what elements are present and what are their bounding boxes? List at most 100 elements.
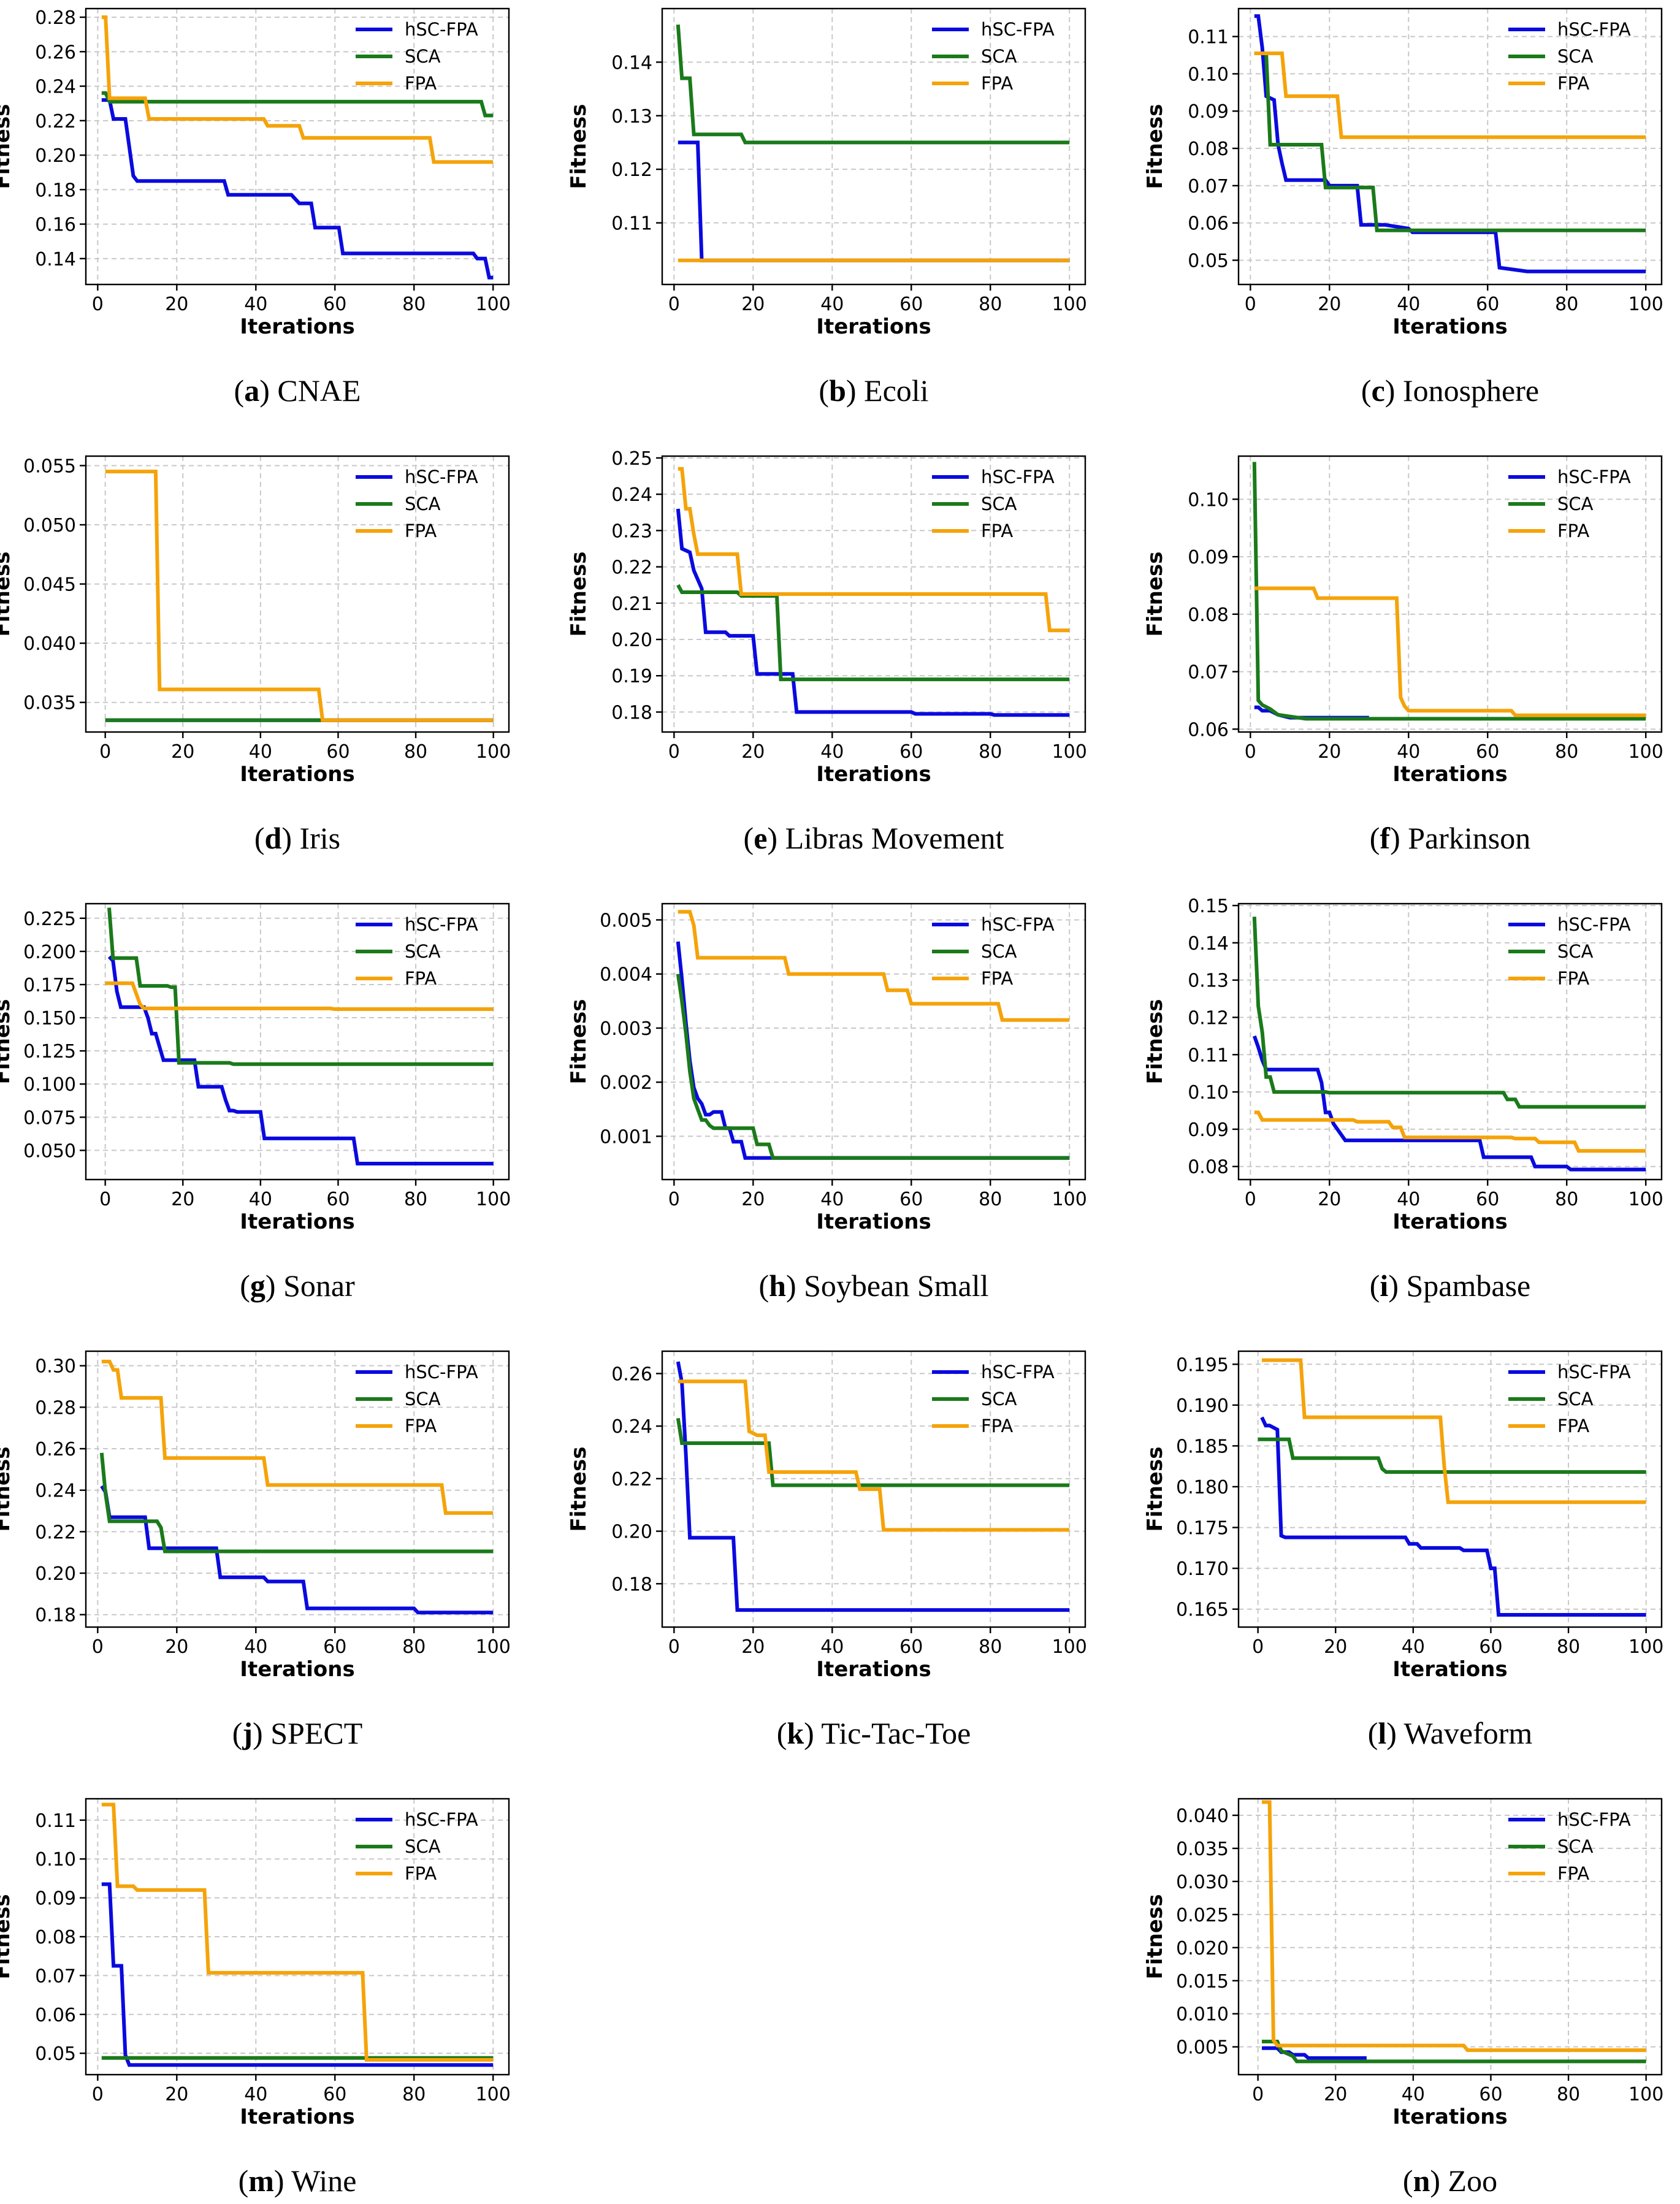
series-line-hsc-fpa [1260, 1416, 1646, 1617]
series-line-hsc-fpa [676, 508, 1070, 717]
caption-paren-open: ( [240, 1268, 250, 1303]
caption-paren-open: ( [232, 1716, 243, 1750]
series-line-sca [107, 907, 494, 1066]
y-tick-label: 0.100 [23, 1074, 76, 1096]
caption-paren-open: ( [234, 373, 245, 408]
plot-area [1239, 904, 1662, 1180]
legend-label: hSC-FPA [1557, 1809, 1631, 1830]
y-tick-label: 0.24 [35, 1481, 76, 1502]
y-tick-label: 0.20 [611, 630, 652, 651]
series-line-fpa [678, 1379, 1070, 1532]
legend-label: hSC-FPA [405, 467, 478, 487]
x-tick-label: 100 [1628, 2084, 1663, 2105]
plot-area [662, 904, 1085, 1180]
y-tick-label: 0.20 [611, 1522, 652, 1543]
y-tick-label: 0.05 [35, 2043, 76, 2065]
caption-letter: e [754, 821, 767, 855]
y-tick-label: 0.05 [1188, 250, 1229, 272]
series-line-sca [101, 91, 494, 118]
panel-caption: (f) Parkinson [1370, 821, 1530, 855]
panel-caption: (b) Ecoli [819, 373, 928, 408]
x-tick-label: 20 [1318, 741, 1341, 763]
y-tick-label: 0.040 [23, 633, 76, 655]
y-tick-label: 0.22 [35, 1522, 76, 1543]
legend: hSC-FPA SCA FPA [1508, 1809, 1631, 1884]
y-tick-label: 0.07 [1188, 662, 1229, 684]
plot-area [1239, 1351, 1662, 1627]
legend: hSC-FPA SCA FPA [932, 1362, 1055, 1436]
y-tick-label: 0.21 [611, 593, 652, 615]
x-tick-label: 80 [1557, 1636, 1580, 1658]
x-tick-label: 80 [404, 1189, 427, 1210]
x-tick-label: 0 [1245, 294, 1256, 315]
caption-paren-open: ( [254, 821, 265, 855]
y-axis-title: Fitness [1143, 999, 1167, 1085]
panel-caption: (k) Tic-Tac-Toe [777, 1716, 971, 1750]
y-tick-label: 0.005 [1176, 2037, 1229, 2059]
y-tick-label: 0.26 [35, 42, 76, 63]
x-tick-label: 100 [1628, 1189, 1663, 1210]
legend-label: SCA [981, 494, 1017, 514]
legend-label: hSC-FPA [981, 1362, 1055, 1382]
chart-panel-c: 0 20 40 60 80 100 0.05 0.06 0.07 0.08 0.09 0.10 0.11… [1143, 7, 1663, 408]
x-axis-title: Iterations [816, 762, 931, 787]
legend-label: FPA [1557, 1863, 1589, 1884]
x-tick-label: 100 [1628, 741, 1663, 763]
x-tick-label: 100 [1052, 1636, 1087, 1658]
x-tick-label: 20 [171, 1189, 194, 1210]
x-tick-label: 0 [668, 1189, 680, 1210]
caption-title: Soybean Small [804, 1268, 988, 1303]
x-tick-label: 0 [1252, 1636, 1264, 1658]
legend-label: hSC-FPA [1557, 1362, 1631, 1382]
caption-letter: g [250, 1268, 265, 1303]
caption-paren-close: ) [253, 1716, 270, 1750]
y-tick-label: 0.035 [1176, 1839, 1229, 1860]
y-tick-label: 0.09 [1188, 101, 1229, 123]
caption-letter: l [1378, 1716, 1386, 1750]
panel-caption: (m) Wine [239, 2164, 357, 2198]
caption-title: SPECT [270, 1716, 362, 1750]
legend-label: FPA [981, 968, 1013, 989]
x-tick-label: 20 [165, 2084, 188, 2105]
y-tick-label: 0.001 [600, 1126, 652, 1148]
x-tick-label: 80 [404, 741, 427, 763]
y-tick-label: 0.002 [600, 1072, 652, 1094]
legend-label: FPA [1557, 73, 1589, 94]
y-tick-label: 0.06 [1188, 213, 1229, 235]
chart-panel-f: 0 20 40 60 80 100 0.06 0.07 0.08 0.09 0.10 Iteratio… [1143, 455, 1663, 855]
legend: hSC-FPA SCA FPA [356, 467, 478, 541]
axes-frame [661, 455, 1086, 733]
x-tick-label: 100 [1628, 1636, 1663, 1658]
y-tick-label: 0.22 [611, 557, 652, 579]
y-tick-label: 0.11 [611, 213, 652, 235]
y-tick-label: 0.005 [600, 910, 652, 931]
series-line-hsc-fpa [101, 98, 494, 280]
x-tick-label: 20 [165, 294, 188, 315]
axes-frame [661, 7, 1086, 286]
caption-paren-close: ) [274, 2164, 291, 2198]
y-tick-label: 0.125 [23, 1041, 76, 1062]
x-tick-label: 0 [1252, 2084, 1264, 2105]
x-tick-label: 40 [820, 1636, 844, 1658]
y-tick-label: 0.25 [611, 448, 652, 470]
series-line-sca [1258, 1437, 1646, 1474]
y-tick-label: 0.24 [611, 1416, 652, 1438]
axes-frame [85, 455, 510, 733]
y-tick-label: 0.08 [1188, 139, 1229, 160]
caption-letter: j [242, 1716, 253, 1750]
legend-label: hSC-FPA [405, 19, 478, 40]
x-tick-label: 0 [99, 1189, 111, 1210]
series-line-hsc-fpa [101, 1882, 494, 2067]
panel-caption: (h) Soybean Small [759, 1268, 989, 1303]
x-tick-label: 80 [979, 294, 1002, 315]
y-tick-label: 0.175 [1176, 1518, 1229, 1539]
caption-paren-open: ( [1361, 373, 1372, 408]
y-tick-label: 0.10 [1188, 489, 1229, 511]
y-tick-label: 0.30 [35, 1356, 76, 1378]
caption-paren-open: ( [239, 2164, 249, 2198]
y-tick-label: 0.170 [1176, 1558, 1229, 1580]
chart-panel-b: 0 20 40 60 80 100 0.11 0.12 0.13 0.14 Iterations Fi… [567, 7, 1087, 408]
y-tick-label: 0.010 [1176, 2004, 1229, 2026]
y-tick-label: 0.11 [1188, 27, 1229, 48]
x-tick-label: 0 [1245, 741, 1256, 763]
